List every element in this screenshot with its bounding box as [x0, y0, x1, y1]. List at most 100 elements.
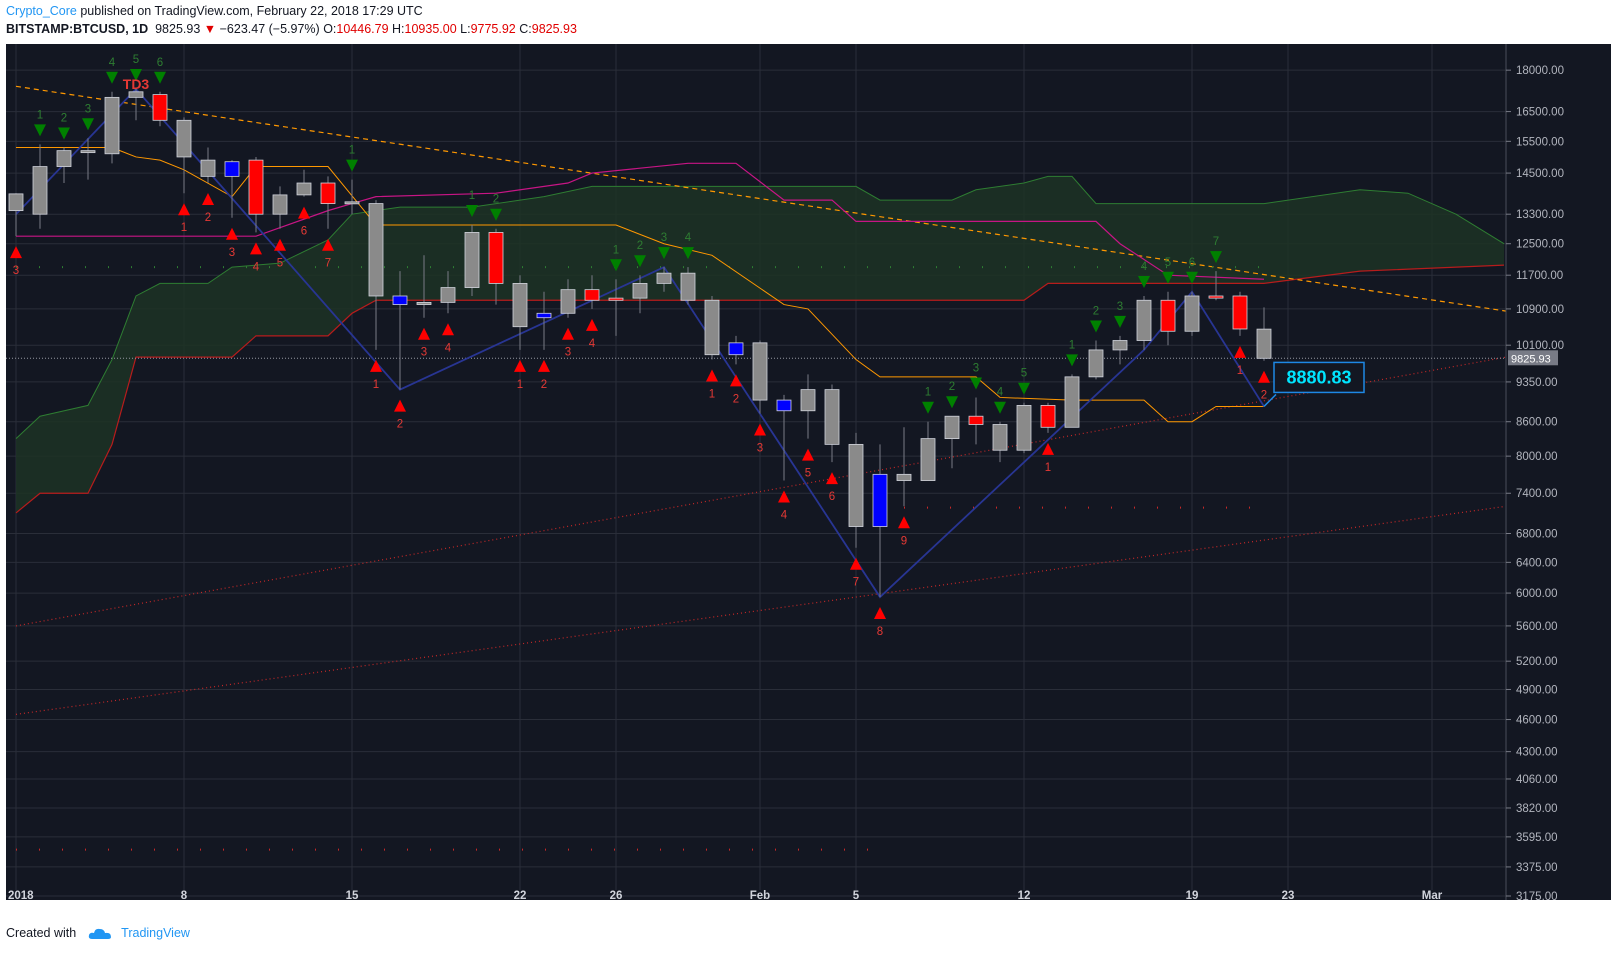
tradingview-link[interactable]: TradingView: [121, 926, 190, 940]
sell-setup-count: 3: [661, 232, 667, 244]
sell-setup-count: 3: [85, 103, 91, 115]
author-link[interactable]: Crypto_Core: [6, 4, 77, 18]
x-tick-label: 5: [853, 890, 860, 900]
y-tick-label: 4900.00: [1516, 684, 1558, 696]
y-tick-label: 5200.00: [1516, 656, 1558, 668]
y-tick-label: 6400.00: [1516, 557, 1558, 569]
sell-setup-count: 4: [997, 387, 1004, 399]
candle-body: [920, 438, 936, 481]
buy-setup-count: 1: [181, 222, 187, 234]
buy-setup-triangle: [538, 359, 550, 372]
sell-setup-triangle: [490, 208, 502, 221]
sell-setup-count: 2: [61, 113, 67, 125]
candle-body: [512, 283, 528, 328]
candle-body: [344, 201, 360, 205]
buy-setup-triangle: [1258, 370, 1270, 383]
sell-setup-triangle: [1066, 354, 1078, 367]
buy-setup-count: 2: [733, 393, 739, 405]
candle-body: [272, 194, 288, 215]
sell-setup-triangle: [466, 205, 478, 218]
sell-setup-triangle: [34, 124, 46, 137]
candle-body: [296, 182, 312, 196]
sell-setup-triangle: [994, 401, 1006, 414]
sell-setup-count: 1: [349, 145, 355, 157]
buy-setup-count: 3: [229, 247, 235, 259]
buy-setup-triangle: [250, 242, 262, 255]
candle-body: [80, 150, 96, 154]
time-axis: 2018 8 15 22 26 Feb 5 12 19 23 Mar: [8, 890, 1443, 900]
buy-setup-triangle: [562, 327, 574, 340]
candle-body: [320, 182, 336, 204]
buy-setup-triangle: [178, 203, 190, 216]
candle-body: [560, 289, 576, 314]
tradingview-cloud-icon: [88, 928, 111, 939]
buy-setup-triangle: [898, 516, 910, 529]
y-tick-label: 4600.00: [1516, 715, 1558, 727]
candle-body: [8, 193, 24, 212]
sell-setup-count: 5: [133, 54, 139, 66]
y-tick-label: 11700.00: [1516, 270, 1563, 282]
candle-body: [776, 399, 792, 412]
sell-setup-triangle: [1186, 271, 1198, 284]
buy-setup-count: 8: [877, 626, 883, 638]
y-tick-label: 6800.00: [1516, 528, 1558, 540]
buy-setup-triangle: [442, 323, 454, 336]
candle-body: [224, 161, 240, 177]
candle-body: [440, 287, 456, 303]
buy-setup-triangle: [514, 359, 526, 372]
buy-setup-triangle: [826, 472, 838, 485]
y-tick-label: 10100.00: [1516, 340, 1564, 352]
sell-setup-count: 2: [493, 194, 499, 206]
buy-setup-triangle: [802, 448, 814, 461]
y-tick-label: 3375.00: [1516, 862, 1558, 874]
sell-setup-count: 3: [973, 362, 979, 374]
sell-setup-triangle: [1162, 271, 1174, 284]
y-tick-label: 10900.00: [1516, 304, 1564, 316]
candle-body: [656, 272, 672, 284]
candle-body: [248, 159, 264, 215]
published-text: published on TradingView.com, February 2…: [80, 4, 423, 18]
sell-setup-triangle: [1138, 275, 1150, 288]
sell-setup-triangle: [682, 247, 694, 260]
td-text-label: TD3: [123, 76, 150, 92]
buy-setup-count: 4: [589, 338, 596, 350]
y-tick-label: 18000.00: [1516, 65, 1564, 77]
buy-setup-count: 9: [901, 535, 907, 547]
sell-setup-count: 7: [1213, 236, 1219, 248]
buy-setup-triangle: [754, 423, 766, 436]
y-tick-label: 3820.00: [1516, 803, 1558, 815]
buy-setup-count: 5: [277, 258, 283, 270]
buy-setup-count: 2: [1261, 390, 1267, 402]
publish-line: Crypto_Core published on TradingView.com…: [6, 4, 423, 18]
sell-setup-triangle: [130, 69, 142, 82]
candle-body: [968, 415, 984, 425]
support-trendline: [15, 356, 1507, 627]
sell-setup-triangle: [1210, 251, 1222, 264]
candle-body: [824, 389, 840, 445]
buy-setup-triangle: [586, 318, 598, 331]
buy-setup-count: 4: [253, 261, 260, 273]
x-tick-label: 15: [346, 890, 359, 900]
x-tick-label: 19: [1186, 890, 1199, 900]
candles: [8, 89, 1272, 598]
candle-body: [1184, 295, 1200, 332]
buy-setup-triangle: [1042, 442, 1054, 455]
y-tick-label: 15500.00: [1516, 136, 1564, 148]
sell-setup-count: 5: [1165, 257, 1171, 269]
resistance-trendline: [15, 85, 1507, 312]
sell-setup-count: 4: [685, 232, 692, 244]
y-tick-label: 3595.00: [1516, 832, 1558, 844]
sell-setup-count: 6: [157, 57, 163, 69]
candle-body: [368, 203, 384, 297]
buy-setup-count: 1: [373, 379, 379, 391]
chart-header: Crypto_Core published on TradingView.com…: [6, 3, 1606, 43]
y-tick-label: 13300.00: [1516, 209, 1564, 221]
callout-label: 8880.83: [1286, 367, 1351, 387]
sell-setup-count: 1: [925, 387, 931, 399]
sell-setup-count: 3: [1117, 301, 1123, 313]
sell-setup-count: 1: [1069, 339, 1075, 351]
buy-setup-triangle: [706, 369, 718, 382]
y-tick-label: 9350.00: [1516, 377, 1558, 389]
buy-setup-count: 2: [541, 379, 547, 391]
